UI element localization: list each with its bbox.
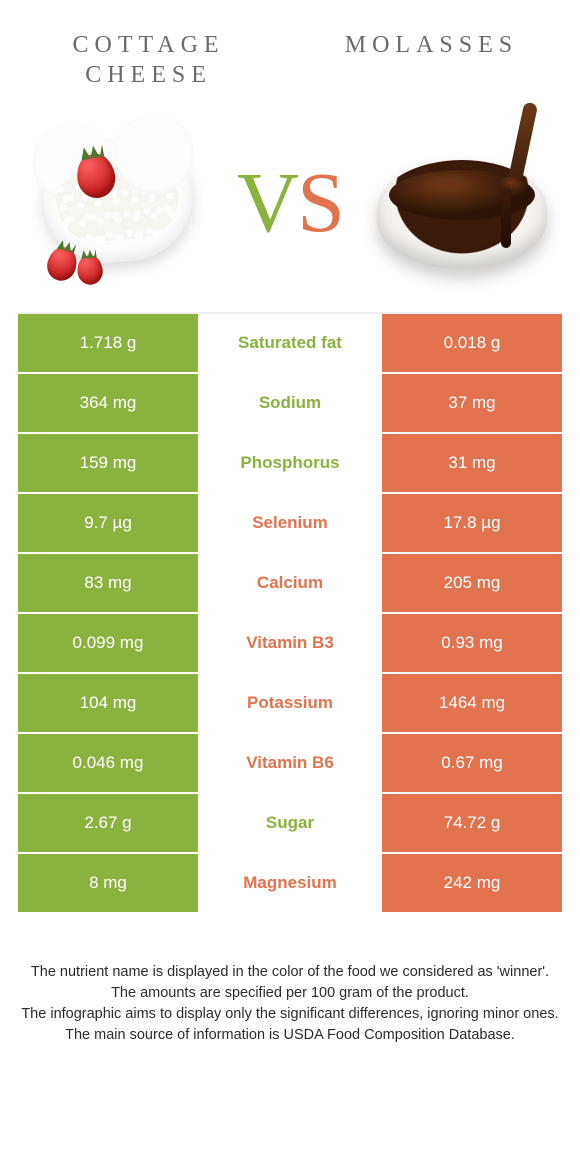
vs-s: S xyxy=(297,152,343,252)
left-value: 1.718 g xyxy=(18,314,198,372)
nutrient-row: 1.718 gSaturated fat0.018 g xyxy=(18,314,562,374)
right-value: 0.93 mg xyxy=(382,614,562,672)
left-value: 8 mg xyxy=(18,854,198,912)
right-value: 17.8 µg xyxy=(382,494,562,552)
right-value: 37 mg xyxy=(382,374,562,432)
left-value: 9.7 µg xyxy=(18,494,198,552)
footnote-line: The nutrient name is displayed in the co… xyxy=(18,962,562,983)
left-value: 0.099 mg xyxy=(18,614,198,672)
left-value: 104 mg xyxy=(18,674,198,732)
nutrient-label: Selenium xyxy=(198,494,382,552)
right-value: 1464 mg xyxy=(382,674,562,732)
nutrient-row: 9.7 µgSelenium17.8 µg xyxy=(18,494,562,554)
nutrient-label: Calcium xyxy=(198,554,382,612)
nutrient-table: 1.718 gSaturated fat0.018 g364 mgSodium3… xyxy=(18,312,562,914)
nutrient-row: 8 mgMagnesium242 mg xyxy=(18,854,562,914)
title-row: COTTAGE CHEESE MOLASSES xyxy=(18,20,562,112)
nutrient-label: Sodium xyxy=(198,374,382,432)
left-value: 364 mg xyxy=(18,374,198,432)
right-value: 205 mg xyxy=(382,554,562,612)
hero-row: VS xyxy=(18,112,562,292)
footnote-line: The infographic aims to display only the… xyxy=(18,1004,562,1025)
nutrient-row: 83 mgCalcium205 mg xyxy=(18,554,562,614)
right-food-title: MOLASSES xyxy=(301,30,562,60)
nutrient-label: Magnesium xyxy=(198,854,382,912)
left-value: 83 mg xyxy=(18,554,198,612)
right-value: 74.72 g xyxy=(382,794,562,852)
nutrient-row: 159 mgPhosphorus31 mg xyxy=(18,434,562,494)
footnote-line: The amounts are specified per 100 gram o… xyxy=(18,983,562,1004)
nutrient-label: Sugar xyxy=(198,794,382,852)
molasses-image xyxy=(362,117,562,287)
nutrient-label: Vitamin B6 xyxy=(198,734,382,792)
right-value: 31 mg xyxy=(382,434,562,492)
nutrient-row: 104 mgPotassium1464 mg xyxy=(18,674,562,734)
left-value: 159 mg xyxy=(18,434,198,492)
nutrient-row: 2.67 gSugar74.72 g xyxy=(18,794,562,854)
footnote-line: The main source of information is USDA F… xyxy=(18,1025,562,1046)
left-value: 2.67 g xyxy=(18,794,198,852)
nutrient-label: Potassium xyxy=(198,674,382,732)
vs-v: V xyxy=(237,152,297,252)
right-value: 0.018 g xyxy=(382,314,562,372)
right-value: 0.67 mg xyxy=(382,734,562,792)
footnotes: The nutrient name is displayed in the co… xyxy=(0,914,580,1046)
nutrient-label: Vitamin B3 xyxy=(198,614,382,672)
vs-label: VS xyxy=(237,152,343,252)
nutrient-row: 364 mgSodium37 mg xyxy=(18,374,562,434)
right-value: 242 mg xyxy=(382,854,562,912)
nutrient-label: Phosphorus xyxy=(198,434,382,492)
left-food-title: COTTAGE CHEESE xyxy=(18,30,279,90)
cottage-cheese-image xyxy=(18,117,218,287)
nutrient-row: 0.099 mgVitamin B30.93 mg xyxy=(18,614,562,674)
left-value: 0.046 mg xyxy=(18,734,198,792)
nutrient-row: 0.046 mgVitamin B60.67 mg xyxy=(18,734,562,794)
nutrient-label: Saturated fat xyxy=(198,314,382,372)
